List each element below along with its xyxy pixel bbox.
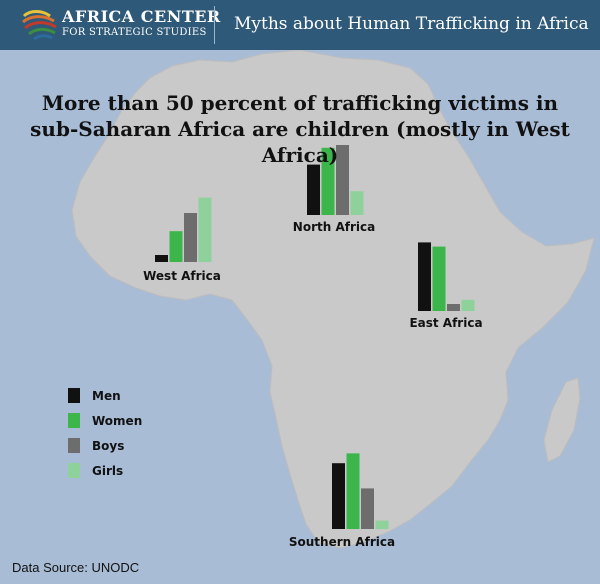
bar-southern-africa-women [346,453,360,529]
header-bar: AFRICA CENTER FOR STRATEGIC STUDIES Myth… [0,0,600,50]
bar-east-africa-women [432,246,446,311]
bar-east-africa-girls [461,299,475,311]
legend-swatch-women [68,413,80,428]
region-label-west-africa: West Africa [143,269,221,283]
legend-swatch-men [68,388,80,403]
legend-label-women: Women [92,414,143,428]
chart-headline: More than 50 percent of trafficking vict… [0,90,600,168]
bar-west-africa-men [155,255,168,262]
page-title: Myths about Human Trafficking in Africa [234,14,589,34]
bar-west-africa-women [169,231,183,262]
header-divider [214,6,215,44]
legend-label-men: Men [92,389,121,403]
bar-east-africa-men [418,242,431,311]
africa-map: North Africa West Africa East Africa Southe… [71,50,595,549]
legend-swatch-boys [68,438,80,453]
region-label-southern-africa: Southern Africa [289,535,395,549]
bar-southern-africa-boys [361,488,374,529]
logo-subtitle: FOR STRATEGIC STUDIES [62,27,207,38]
legend-label-boys: Boys [92,439,125,453]
bar-southern-africa-girls [375,520,389,529]
bar-east-africa-boys [447,304,460,311]
bars-layer: North Africa West Africa East Africa Southe… [143,145,483,549]
bar-southern-africa-men [332,463,345,529]
legend-swatch-girls [68,463,80,478]
data-source: Data Source: UNODC [12,560,140,575]
region-label-east-africa: East Africa [409,316,482,330]
legend-label-girls: Girls [92,464,124,478]
madagascar-shape [543,377,581,463]
bar-north-africa-women [321,147,335,215]
headline-line-1: More than 50 percent of trafficking vict… [41,91,559,115]
region-label-north-africa: North Africa [293,220,375,234]
bar-north-africa-boys [336,145,349,215]
africa-continent-shape [71,50,595,549]
bar-north-africa-girls [350,191,364,215]
logo-name: AFRICA CENTER [62,7,221,26]
africa-logo-icon [22,10,57,41]
bar-west-africa-girls [198,197,212,262]
bar-north-africa-men [307,164,320,215]
bar-west-africa-boys [184,213,197,262]
headline-line-2: sub-Saharan Africa are children (mostly … [30,117,570,167]
